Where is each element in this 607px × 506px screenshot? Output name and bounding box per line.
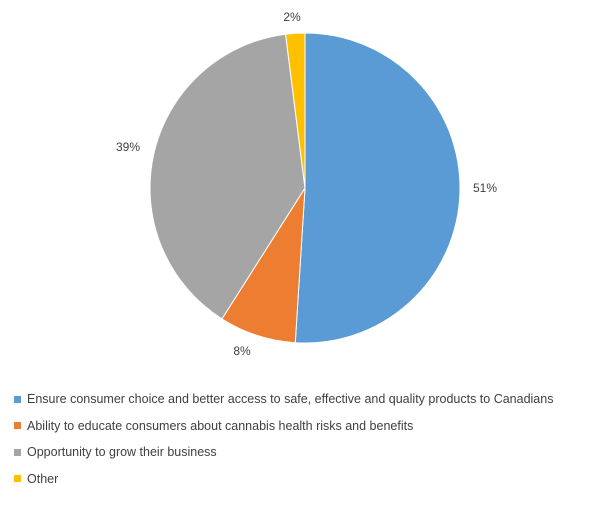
- legend-item-1: Ensure consumer choice and better access…: [14, 386, 553, 413]
- legend-item-3: Opportunity to grow their business: [14, 439, 553, 466]
- data-label-3: 39%: [116, 140, 140, 154]
- legend-label-4: Other: [27, 471, 59, 486]
- legend-swatch-2: [14, 422, 21, 430]
- legend-label-1: Ensure consumer choice and better access…: [27, 392, 554, 407]
- pie-slice-4: [285, 32, 306, 189]
- pie-slice-3: [149, 33, 306, 320]
- legend-item-2: Ability to educate consumers about canna…: [14, 413, 553, 440]
- legend-swatch-3: [14, 448, 21, 456]
- data-label-1: 51%: [473, 181, 497, 195]
- legend-swatch-1: [14, 395, 21, 403]
- legend-label-2: Ability to educate consumers about canna…: [27, 418, 414, 433]
- pie-chart: 51% 8% 39% 2%: [116, 10, 497, 358]
- chart-legend: Ensure consumer choice and better access…: [14, 386, 553, 492]
- legend-item-4: Other: [14, 466, 553, 493]
- legend-label-3: Opportunity to grow their business: [27, 445, 217, 460]
- pie-slices: [149, 32, 461, 344]
- data-label-2: 8%: [233, 344, 251, 358]
- legend-swatch-4: [14, 475, 21, 483]
- data-label-4: 2%: [283, 10, 301, 24]
- pie-slice-1: [294, 32, 461, 344]
- pie-data-labels: 51% 8% 39% 2%: [116, 10, 497, 358]
